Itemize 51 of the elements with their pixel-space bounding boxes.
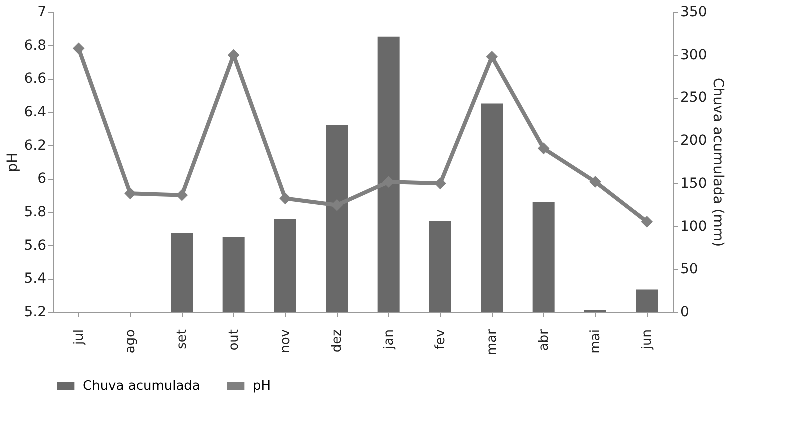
bar xyxy=(430,221,452,312)
y-tick-label: 7 xyxy=(38,4,46,20)
y-tick-label: 6.2 xyxy=(24,138,46,154)
x-tick-label: fev xyxy=(434,329,448,350)
y2-axis-title: Chuva acumulada (mm) xyxy=(710,78,726,248)
bar xyxy=(481,104,504,312)
bar xyxy=(274,219,296,312)
y2-tick-label: 350 xyxy=(680,4,708,20)
x-tick-label: dez xyxy=(330,329,346,353)
bar xyxy=(532,202,555,312)
y2-tick-label: 250 xyxy=(680,90,708,106)
y-tick-label: 6.8 xyxy=(24,38,46,54)
x-tick-label: jun xyxy=(640,330,656,351)
y2-tick-label: 300 xyxy=(680,47,708,64)
x-tick-label: out xyxy=(226,330,242,351)
x-tick-label: jan xyxy=(382,330,397,350)
y2-tick-label: 200 xyxy=(680,133,708,150)
bar xyxy=(222,237,245,312)
y-tick-label: 5.4 xyxy=(24,271,47,288)
bar xyxy=(636,290,658,312)
point xyxy=(124,188,136,200)
point xyxy=(72,42,85,55)
y-tick-label: 6.4 xyxy=(24,104,47,120)
x-tick-label: mar xyxy=(485,328,500,356)
point xyxy=(280,192,292,205)
point xyxy=(538,142,550,155)
y2-tick-label: 0 xyxy=(680,304,690,320)
y-tick-label: 6 xyxy=(38,171,47,188)
point xyxy=(228,49,240,62)
point xyxy=(641,216,654,228)
y2-tick-label: 150 xyxy=(680,176,708,192)
x-tick-label: jul xyxy=(72,330,87,346)
bar xyxy=(326,125,348,312)
x-tick-label: set xyxy=(175,330,190,350)
legend-label: Chuva acumulada xyxy=(83,379,200,394)
y-axis-title: pH xyxy=(5,152,22,172)
y-tick-label: 6.6 xyxy=(24,71,47,88)
x-tick-label: ago xyxy=(124,329,138,354)
x-tick-label: abr xyxy=(536,328,552,352)
bar xyxy=(378,36,400,312)
y-tick-label: 5.6 xyxy=(24,238,47,254)
point xyxy=(486,51,498,63)
y2-tick-label: 100 xyxy=(680,218,708,235)
y-tick-label: 5.2 xyxy=(24,304,46,320)
x-tick-label: mai xyxy=(588,330,604,354)
point xyxy=(590,176,602,188)
x-tick-label: nov xyxy=(278,329,294,354)
bar xyxy=(171,233,194,312)
y2-tick-label: 50 xyxy=(680,262,698,278)
y-tick-label: 5.8 xyxy=(24,204,46,220)
legend-label: pH xyxy=(253,379,272,394)
